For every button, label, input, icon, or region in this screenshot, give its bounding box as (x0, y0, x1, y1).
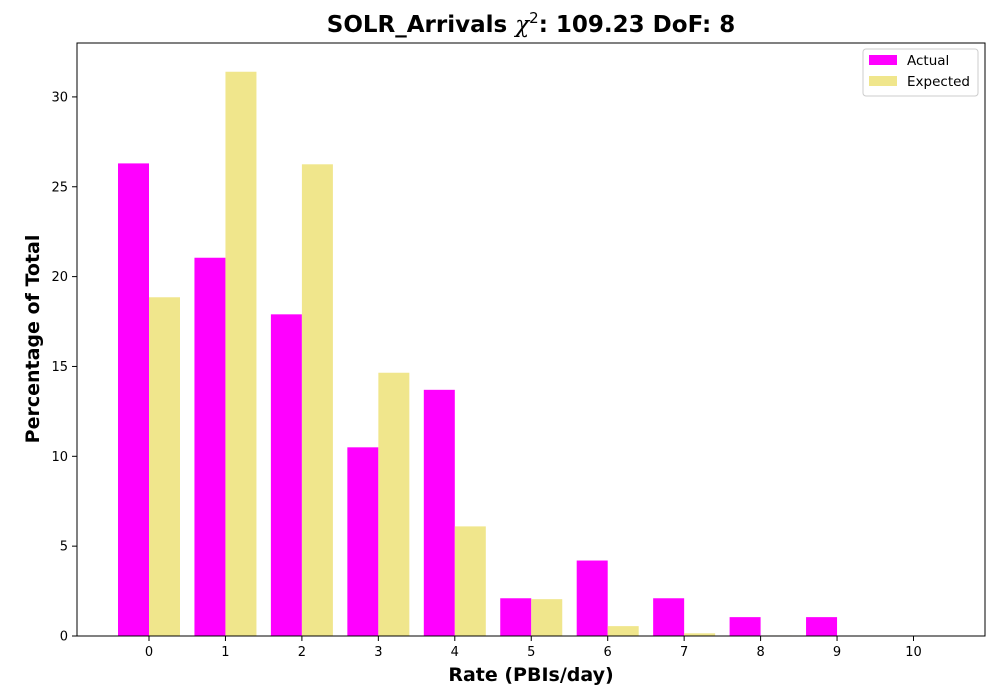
x-tick-label: 10 (905, 645, 922, 660)
bar-expected-5 (531, 599, 563, 636)
bar-expected-7 (684, 633, 716, 636)
bar-expected-6 (607, 626, 639, 636)
x-tick-label: 3 (374, 645, 382, 660)
x-tick-label: 5 (527, 645, 535, 660)
y-ticks-group: 0 5 10 15 20 25 30 (51, 90, 77, 645)
legend-swatch-expected (869, 76, 897, 86)
legend-label-actual: Actual (907, 53, 949, 69)
x-tick-label: 4 (451, 645, 459, 660)
bar-actual-4 (423, 389, 455, 636)
bar-actual-7 (653, 598, 685, 636)
bars-group (118, 71, 869, 637)
legend-label-expected: Expected (907, 74, 970, 90)
x-tick-label: 9 (833, 645, 841, 660)
bar-actual-6 (576, 560, 608, 636)
bar-actual-1 (194, 257, 226, 636)
x-tick-label: 8 (756, 645, 764, 660)
y-tick-label: 10 (51, 450, 68, 465)
chart-title: SOLR_Arrivals χ2: 109.23 DoF: 8 (327, 9, 735, 38)
y-tick-label: 20 (51, 270, 68, 285)
y-tick-label: 5 (60, 540, 68, 555)
chart-title-prefix: SOLR_Arrivals (327, 12, 515, 38)
bar-actual-0 (118, 163, 149, 636)
bar-actual-9 (806, 617, 838, 636)
bar-actual-3 (347, 447, 379, 636)
y-tick-label: 0 (60, 630, 68, 645)
bar-actual-8 (729, 617, 761, 636)
x-tick-label: 0 (145, 645, 153, 660)
bar-expected-4 (454, 526, 486, 636)
bar-actual-5 (500, 598, 532, 636)
y-tick-label: 25 (51, 180, 68, 195)
y-tick-label: 15 (51, 360, 68, 375)
bar-actual-2 (270, 314, 302, 636)
chart-title-suffix: : 109.23 DoF: 8 (539, 12, 736, 38)
x-tick-label: 6 (604, 645, 612, 660)
plot-frame (76, 42, 986, 637)
chart-title-superscript: 2 (529, 9, 539, 27)
x-tick-label: 1 (221, 645, 229, 660)
bar-expected-1 (225, 71, 257, 636)
x-tick-label: 7 (680, 645, 688, 660)
legend: Actual Expected (862, 48, 979, 97)
x-tick-label: 2 (298, 645, 306, 660)
legend-swatch-actual (869, 55, 897, 65)
bar-expected-0 (149, 297, 180, 636)
x-ticks-group: 0 1 2 3 4 5 6 7 8 9 10 (145, 636, 922, 660)
x-axis-label: Rate (PBIs/day) (448, 664, 613, 686)
y-tick-label: 30 (51, 90, 68, 105)
y-axis-label: Percentage of Total (22, 235, 44, 444)
chart-title-chi: χ (513, 12, 531, 38)
bar-expected-3 (378, 372, 410, 636)
bar-expected-2 (301, 164, 333, 637)
